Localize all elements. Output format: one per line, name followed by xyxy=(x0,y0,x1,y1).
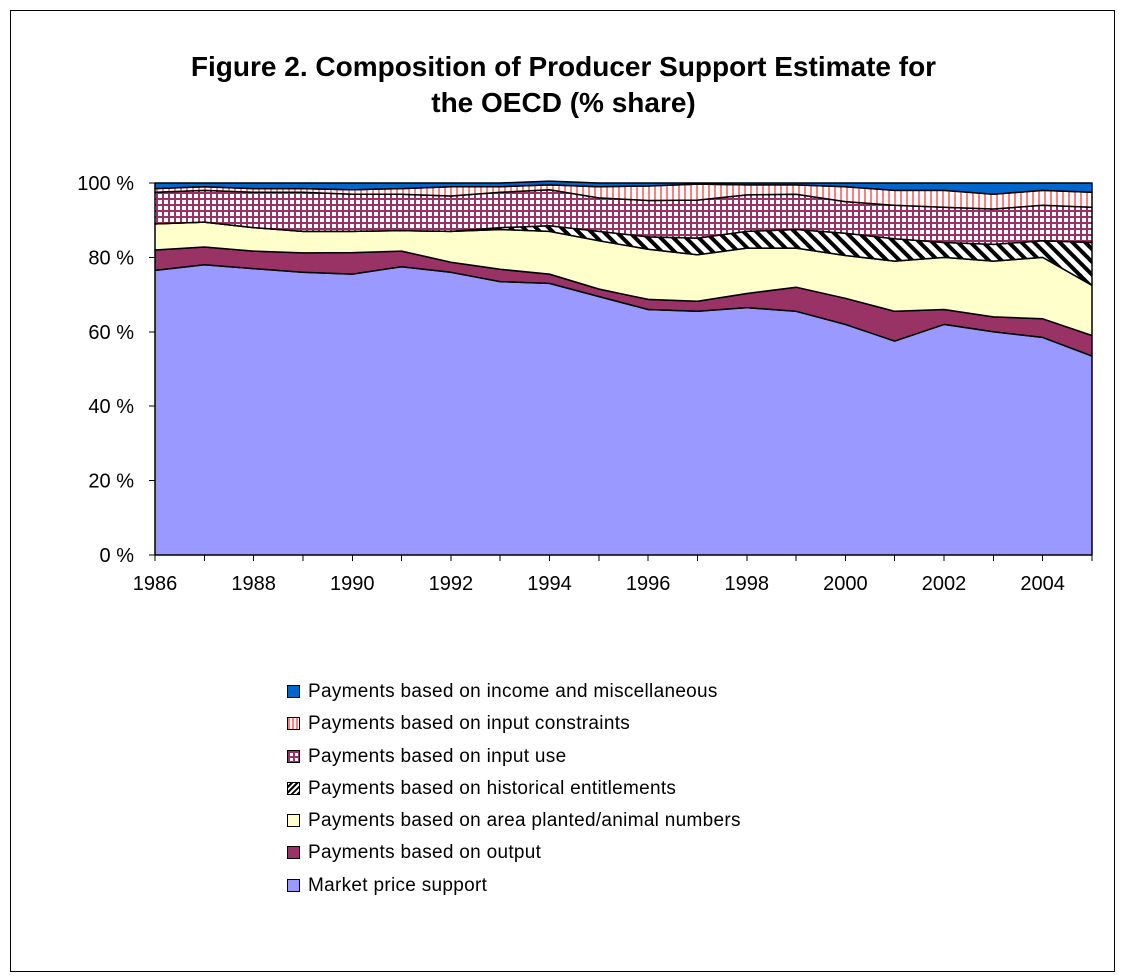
chart-title-line-1: Figure 2. Composition of Producer Suppor… xyxy=(190,51,937,82)
legend-label: Payments based on input use xyxy=(308,745,567,767)
x-tick-label: 2002 xyxy=(922,573,967,595)
axes-group xyxy=(149,182,1093,561)
x-tick-label: 1988 xyxy=(231,573,276,595)
legend-item-market-price-support: Market price support xyxy=(287,870,741,902)
x-tick-label: 1990 xyxy=(330,573,375,595)
legend-item-payments-based-on-input-constraints: Payments based on input constraints xyxy=(287,708,741,740)
area-payments-based-on-income-and-miscellaneous xyxy=(154,180,1093,195)
y-tick-label: 80 % xyxy=(88,247,134,269)
legend-label: Payments based on historical entitlement… xyxy=(308,777,677,799)
legend-item-payments-based-on-area-planted-animal-numbers: Payments based on area planted/animal nu… xyxy=(287,805,741,837)
legend-item-payments-based-on-historical-entitlements: Payments based on historical entitlement… xyxy=(287,773,741,805)
legend-label: Payments based on input constraints xyxy=(308,713,631,735)
y-tick-label: 60 % xyxy=(88,322,134,344)
y-tick-label: 40 % xyxy=(88,396,134,418)
x-tick-label: 1986 xyxy=(133,573,178,595)
x-tick-label: 2004 xyxy=(1020,573,1065,595)
legend-label: Payments based on output xyxy=(308,842,542,864)
chart-title-line-2: the OECD (% share) xyxy=(431,87,696,118)
legend-item-payments-based-on-input-use: Payments based on input use xyxy=(287,741,741,773)
x-tick-label: 2000 xyxy=(823,573,868,595)
legend-swatch xyxy=(287,685,300,698)
y-tick-label: 100 % xyxy=(77,173,134,195)
legend-label: Payments based on area planted/animal nu… xyxy=(308,810,741,832)
x-tick-label: 1994 xyxy=(527,573,572,595)
x-tick-label: 1992 xyxy=(429,573,474,595)
legend-label: Market price support xyxy=(308,874,488,896)
y-tick-label: 20 % xyxy=(88,471,134,493)
legend-swatch xyxy=(287,878,300,892)
legend-item-payments-based-on-output: Payments based on output xyxy=(287,837,741,869)
legend-swatch xyxy=(287,749,300,763)
y-tick-label: 0 % xyxy=(100,545,135,567)
area-series-group xyxy=(154,180,1093,556)
x-tick-label: 1998 xyxy=(725,573,770,595)
legend-item-payments-based-on-income-and-miscellaneous: Payments based on income and miscellaneo… xyxy=(287,676,741,708)
chart-legend: Payments based on income and miscellaneo… xyxy=(287,676,741,902)
tick-labels-group: 0 % 20 % 40 % 60 % 80 % 100 % 1986 1988 1990 1992… xyxy=(77,173,1065,595)
legend-swatch xyxy=(287,814,300,828)
legend-swatch xyxy=(287,781,300,795)
chart-title: Figure 2. Composition of Producer Suppor… xyxy=(11,49,1116,121)
x-tick-label: 1996 xyxy=(626,573,671,595)
legend-swatch xyxy=(287,846,300,860)
legend-swatch xyxy=(287,717,300,731)
legend-label: Payments based on income and miscellaneo… xyxy=(308,681,718,702)
